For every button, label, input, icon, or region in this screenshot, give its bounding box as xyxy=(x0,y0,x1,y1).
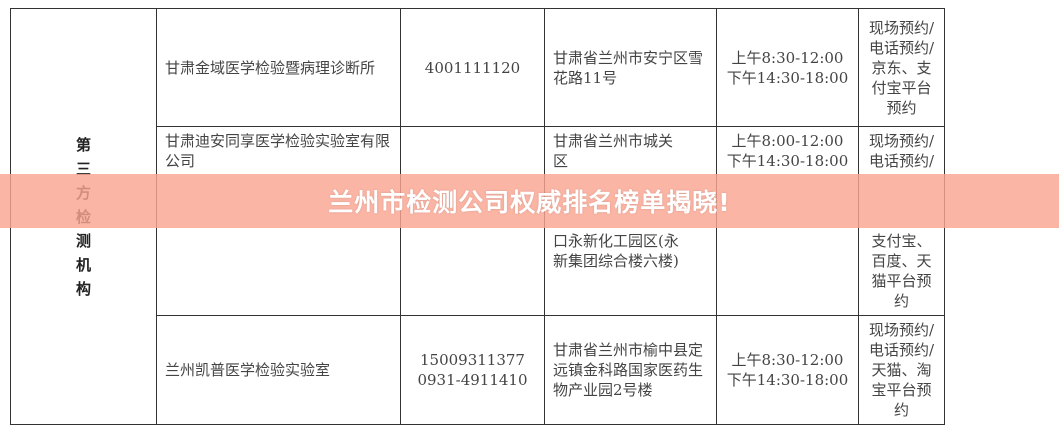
hours-cell: 上午8:30-12:00 下午14:30-18:00 xyxy=(716,315,859,425)
name-text: 甘肃迪安同享医学检验实验室有限公司 xyxy=(165,132,391,170)
booking-cell: 现场预约/电话预约/京东、支付宝平台预约 xyxy=(858,8,945,127)
address-cell: 甘肃省兰州市榆中县定远镇金科路国家医药生物产业园2号楼 xyxy=(544,315,717,425)
hours-cell: 上午8:30-12:00 下午14:30-18:00 xyxy=(716,8,859,127)
booking-cell: 现场预约/电话预约/天猫、淘宝平台预约 xyxy=(858,315,945,425)
address-cell: 甘肃省兰州市安宁区雪花路11号 xyxy=(544,8,717,127)
name-cell: 兰州凯普医学检验实验室 xyxy=(156,315,401,425)
address-text: 甘肃省兰州市城关 区 口永新化工园区(永 新集团综合楼六楼) xyxy=(553,132,679,270)
headline-banner: 兰州市检测公司权威排名榜单揭晓! xyxy=(0,174,1059,228)
phone-cell: 15009311377 0931-4911410 xyxy=(400,315,545,425)
booking-text: 现场预约/电话预约/支付宝、百度、天猫平台预约 xyxy=(868,132,935,310)
table-row: 第三方检测机构 甘肃金域医学检验暨病理诊断所 4001111120 甘肃省兰州市… xyxy=(10,8,945,425)
hours-text: 上午8:00-12:00 下午14:30-18:00 xyxy=(726,132,849,170)
headline-title: 兰州市检测公司权威排名榜单揭晓! xyxy=(328,188,731,217)
phone-cell: 4001111120 xyxy=(400,8,545,127)
name-cell: 甘肃金域医学检验暨病理诊断所 xyxy=(156,8,401,127)
